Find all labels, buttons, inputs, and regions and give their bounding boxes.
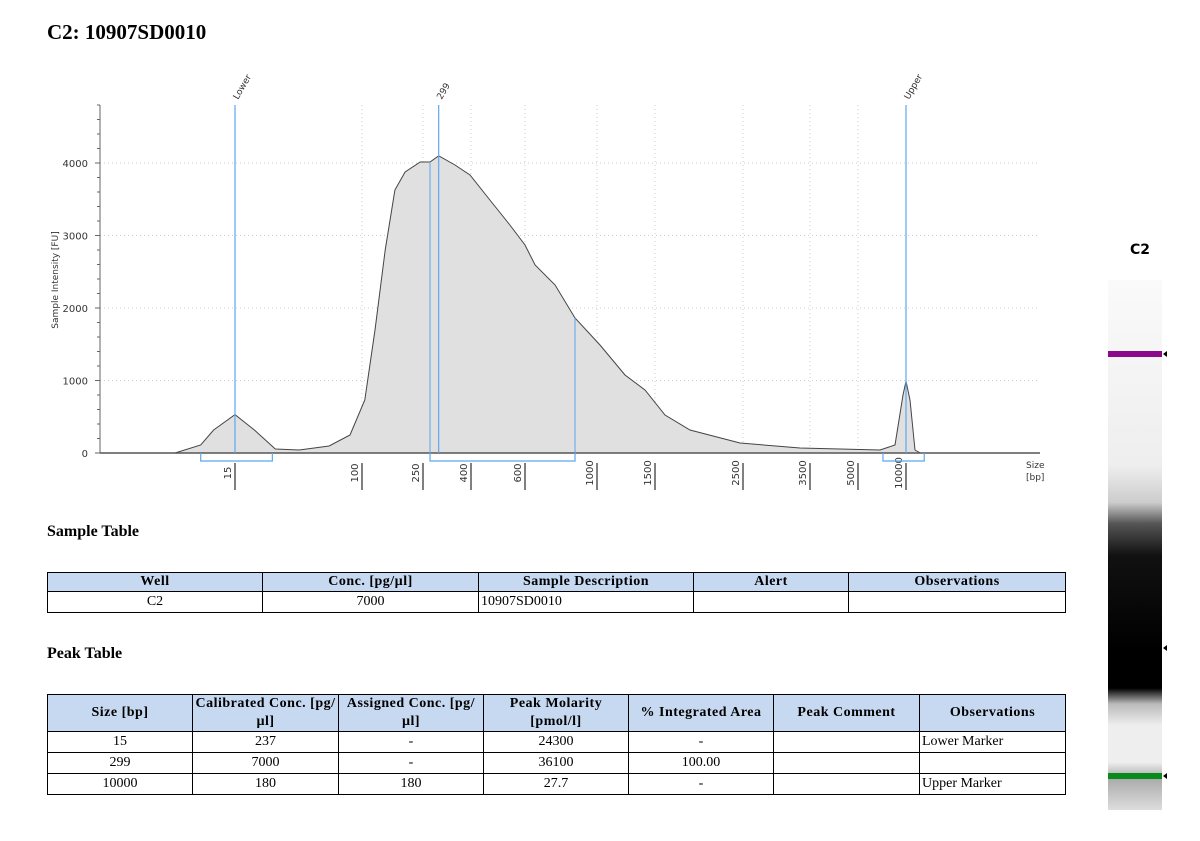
x-axis-label: Size xyxy=(1026,461,1045,471)
table-cell: 10907SD0010 xyxy=(478,591,694,613)
column-header: Alert xyxy=(693,572,849,592)
table-row: 299 7000-36100 100.00 xyxy=(47,752,1066,774)
peak-marker-label: Lower xyxy=(232,73,254,102)
table-cell: 15 xyxy=(47,731,193,753)
table-cell: C2 xyxy=(47,591,263,613)
x-tick-label: 400 xyxy=(459,463,470,482)
sample-table-heading: Sample Table xyxy=(47,523,140,540)
x-tick-label: 1000 xyxy=(585,460,596,485)
table-cell: 7000 xyxy=(262,591,479,613)
table-cell xyxy=(693,591,849,613)
table-cell: 27.7 xyxy=(483,773,629,795)
column-header: Well xyxy=(47,572,263,592)
x-tick-label: 5000 xyxy=(846,460,857,485)
table-cell: - xyxy=(628,731,774,753)
upper-marker-band xyxy=(1108,773,1162,779)
table-cell: 100.00 xyxy=(628,752,774,774)
gel-lane xyxy=(1108,280,1162,810)
table-cell xyxy=(848,591,1066,613)
peak-marker-label: Upper xyxy=(903,73,925,102)
table-cell: 24300 xyxy=(483,731,629,753)
table-cell: Upper Marker xyxy=(919,773,1066,795)
page-title: C2: 10907SD0010 xyxy=(47,20,207,44)
x-tick-label: 600 xyxy=(513,463,524,482)
column-header: Observations xyxy=(848,572,1066,592)
table-cell: - xyxy=(338,731,484,753)
table-cell xyxy=(773,773,920,795)
table-cell: 299 xyxy=(47,752,193,774)
x-tick-label: 100 xyxy=(350,463,361,482)
table-row: 15 237-24300- Lower Marker xyxy=(47,731,1066,753)
column-header: Calibrated Conc. [pg/µl] xyxy=(192,694,339,732)
y-tick-label: 1000 xyxy=(63,377,88,388)
x-tick-label: 15 xyxy=(223,467,234,480)
upper-marker-arrow-icon xyxy=(1163,773,1167,779)
peak-marker-label: 299 xyxy=(436,81,453,101)
intensity-curve xyxy=(174,155,1040,454)
table-cell: 180 xyxy=(192,773,339,795)
gel-lane-label: C2 xyxy=(1130,242,1151,258)
peak-table-heading: Peak Table xyxy=(47,645,123,662)
table-cell: 36100 xyxy=(483,752,629,774)
table-cell xyxy=(773,731,920,753)
column-header: Peak Molarity [pmol/l] xyxy=(483,694,629,732)
x-tick-label: 3500 xyxy=(798,460,809,485)
x-tick-label: 250 xyxy=(411,463,422,482)
column-header: Sample Description xyxy=(478,572,694,592)
lower-marker-band xyxy=(1108,351,1162,357)
table-cell: 7000 xyxy=(192,752,339,774)
peak-table: Size [bp] Calibrated Conc. [pg/µl] Assigne… xyxy=(47,694,1066,795)
column-header: % Integrated Area xyxy=(628,694,774,732)
header-row: Size [bp] Calibrated Conc. [pg/µl] Assigne… xyxy=(47,694,1066,732)
x-tick-label: 1500 xyxy=(643,460,654,485)
table-cell: 180 xyxy=(338,773,484,795)
column-header: Assigned Conc. [pg/µl] xyxy=(338,694,484,732)
table-row: 10000 180 180 27.7- Upper Marker xyxy=(47,773,1066,795)
column-header: Conc. [pg/µl] xyxy=(262,572,479,592)
x-axis-unit: [bp] xyxy=(1026,473,1044,483)
y-axis-label: Sample Intensity [FU] xyxy=(51,231,61,328)
electropherogram: 0 1000 2000 3000 4000 Sample Intensity [FU] 15… xyxy=(51,73,1045,490)
table-row: C2 7000 10907SD0010 xyxy=(47,591,1066,613)
header-row: Well Conc. [pg/µl] Sample Description Alert… xyxy=(47,572,1066,592)
table-cell: Lower Marker xyxy=(919,731,1066,753)
column-header: Peak Comment xyxy=(773,694,920,732)
peak-region-bracket xyxy=(882,453,925,462)
table-cell xyxy=(773,752,920,774)
table-cell: - xyxy=(628,773,774,795)
y-tick-label: 4000 xyxy=(63,159,88,170)
sample-table: Well Conc. [pg/µl] Sample Description Alert… xyxy=(47,572,1066,613)
table-cell: 237 xyxy=(192,731,339,753)
table-cell: 10000 xyxy=(47,773,193,795)
table-cell xyxy=(919,752,1066,774)
x-tick-label: 2500 xyxy=(731,460,742,485)
y-tick-label: 2000 xyxy=(63,304,88,315)
table-cell: - xyxy=(338,752,484,774)
peak-region-bracket xyxy=(200,453,273,462)
column-header: Observations xyxy=(919,694,1066,732)
x-tick-label: 10000 xyxy=(894,457,905,489)
column-header: Size [bp] xyxy=(47,694,193,732)
y-tick-label: 3000 xyxy=(63,232,88,243)
lower-marker-arrow-icon xyxy=(1163,351,1167,357)
peak-region-bracket xyxy=(429,453,576,462)
peak-arrow-icon xyxy=(1163,645,1167,651)
y-tick-label: 0 xyxy=(82,449,88,460)
